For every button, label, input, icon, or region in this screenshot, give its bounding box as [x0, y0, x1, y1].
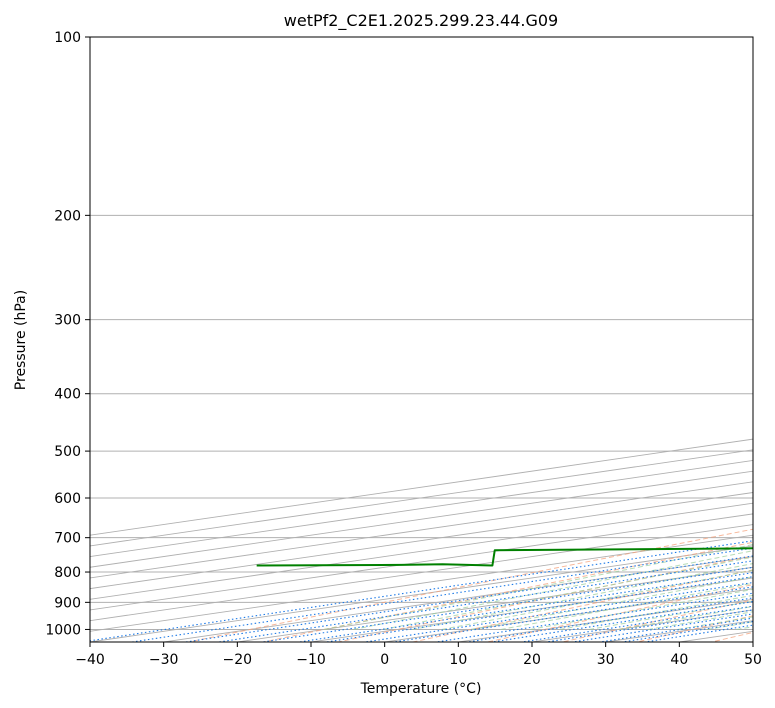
y-axis-label: Pressure (hPa)	[13, 290, 29, 390]
isotherm-line	[90, 460, 753, 558]
isotherm-line	[90, 481, 753, 579]
x-tick-label: 40	[670, 652, 688, 668]
y-tick-label: 800	[54, 565, 81, 581]
x-tick-label: −10	[296, 652, 326, 668]
isotherm-line	[90, 502, 753, 600]
chart-title: wetPf2_C2E1.2025.299.23.44.G09	[284, 11, 558, 31]
isotherm-line	[90, 534, 753, 632]
dry-adiabat-line	[560, 599, 753, 642]
moist-adiabat-line	[382, 556, 753, 630]
isotherm-line	[90, 470, 753, 568]
y-tick-label: 900	[54, 595, 81, 611]
mixing-ratio-line	[432, 592, 753, 642]
background-lines	[90, 37, 753, 642]
isotherm-line	[90, 524, 753, 622]
x-tick-label: 30	[597, 652, 615, 668]
x-tick-label: 10	[449, 652, 467, 668]
y-axis-ticks: 100 200 300 400 500 600 700 800 900 1000	[45, 30, 90, 638]
x-tick-label: 0	[380, 652, 389, 668]
dry-adiabat-line	[261, 541, 753, 642]
y-tick-label: 200	[54, 208, 81, 224]
x-tick-label: −20	[223, 652, 253, 668]
moist-adiabat-line	[471, 576, 753, 630]
mixing-ratio-line	[390, 586, 753, 642]
y-tick-label: 600	[54, 491, 81, 507]
mixing-ratio-line	[90, 540, 753, 642]
x-tick-label: 50	[744, 652, 762, 668]
y-tick-label: 400	[54, 387, 81, 403]
isotherm-line	[90, 545, 753, 642]
plot-frame	[89, 36, 754, 643]
x-tick-label: −30	[149, 652, 179, 668]
isotherm-line	[90, 513, 753, 611]
isotherm-line	[90, 492, 753, 590]
y-tick-label: 100	[54, 30, 81, 46]
x-tick-label: −40	[75, 652, 105, 668]
x-axis-ticks: −40 −30 −20 −10 0 10 20 30 40 50	[75, 642, 762, 668]
dry-adiabat-line	[410, 569, 753, 642]
mixing-ratio-line	[488, 601, 753, 642]
moist-adiabat-line	[412, 563, 753, 630]
y-tick-label: 1000	[45, 622, 81, 638]
mixing-ratio-line	[215, 560, 753, 642]
mixing-ratio-line	[463, 597, 753, 642]
y-tick-label: 300	[54, 313, 81, 329]
x-axis-label: Temperature (°C)	[360, 681, 482, 697]
y-tick-label: 700	[54, 531, 81, 547]
y-tick-label: 500	[54, 444, 81, 460]
x-tick-label: 20	[523, 652, 541, 668]
